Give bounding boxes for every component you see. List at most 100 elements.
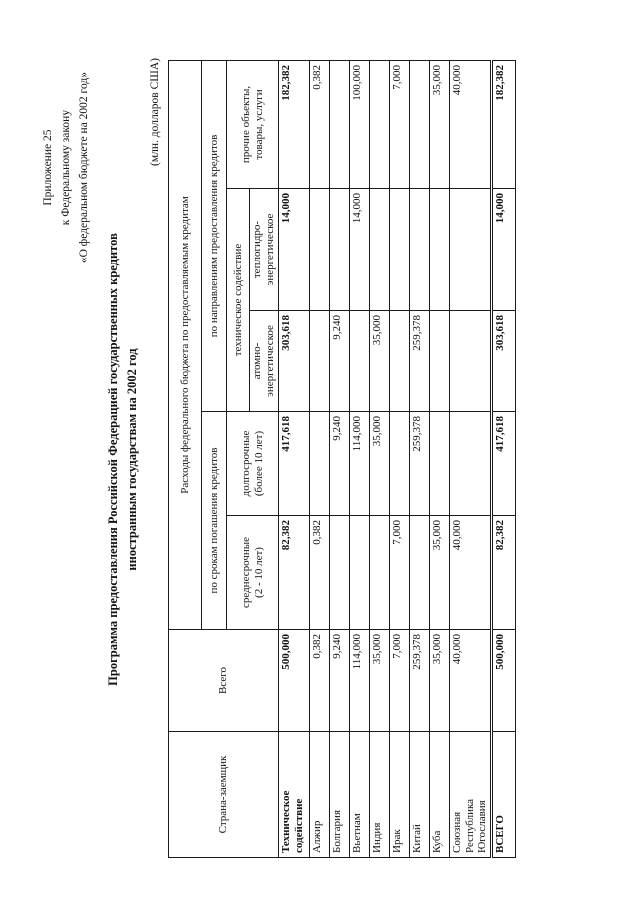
credits-table: Страна-заемщик Всего Расходы федеральног… <box>168 60 516 858</box>
row-label: Техническое содействие <box>278 731 310 858</box>
table-cell <box>389 411 410 516</box>
table-row: Болгария 9,240 9,240 9,240 <box>329 60 350 858</box>
table-row: Вьетнам 114,000 114,000 14,000 100,000 <box>349 60 370 858</box>
table-cell: 40,000 <box>449 629 492 732</box>
row-label: Ирак <box>389 731 410 858</box>
table-cell <box>429 411 450 516</box>
col-header-thermal: теплогидро- энергетическое <box>249 188 279 311</box>
table-cell: 35,000 <box>369 310 390 412</box>
table-cell <box>449 310 492 412</box>
table-cell: 259,378 <box>409 411 430 516</box>
table-cell: 14,000 <box>278 188 310 311</box>
table-row-grand-total: ВСЕГО 500,000 82,382 417,618 303,618 14,… <box>491 60 516 858</box>
table-cell <box>349 310 370 412</box>
table-row: Ирак 7,000 7,000 7,000 <box>389 60 410 858</box>
table-cell: 7,000 <box>389 629 410 732</box>
table-cell: 500,000 <box>491 629 516 732</box>
page-title-line: Программа предоставления Российской Феде… <box>106 233 120 686</box>
appendix-line: Приложение 25 <box>42 129 54 206</box>
table-cell <box>389 310 410 412</box>
table-header: Страна-заемщик Всего Расходы федеральног… <box>168 60 279 858</box>
table-cell <box>409 188 430 311</box>
table-cell: 182,382 <box>278 60 310 189</box>
table-cell <box>449 411 492 516</box>
table-cell: 35,000 <box>429 629 450 732</box>
table-cell: 35,000 <box>369 629 390 732</box>
table-cell: 100,000 <box>349 60 370 189</box>
table-cell <box>389 188 410 311</box>
page-title: Программа предоставления Российской Феде… <box>104 61 142 858</box>
table-cell: 82,382 <box>278 515 310 630</box>
row-label: Союзная Республика Югославия <box>449 731 492 858</box>
col-header-nuclear: атомно- энергетическое <box>249 310 279 412</box>
col-header-technical: техническое содействие <box>226 188 250 412</box>
table-cell: 35,000 <box>429 60 450 189</box>
table-cell: 417,618 <box>491 411 516 516</box>
row-label: Куба <box>429 731 450 858</box>
table-cell: 9,240 <box>329 411 350 516</box>
appendix-line: к Федеральному закону <box>59 109 72 226</box>
col-header-other: прочие объекты, товары, услуги <box>226 60 279 189</box>
row-label: Китай <box>409 731 430 858</box>
col-header-by-terms: по срокам погашения кредитов <box>201 411 227 630</box>
table-row: Китай 259,378 259,378 259,378 <box>409 60 430 858</box>
page-title-line: иностранным государствам на 2002 год <box>124 348 139 571</box>
col-header-by-directions: по направлениям предоставления кредитов <box>201 60 227 412</box>
row-label: Алжир <box>309 731 330 858</box>
table-cell: 35,000 <box>429 515 450 630</box>
table-cell <box>329 515 350 630</box>
table-cell <box>369 188 390 311</box>
appendix-note: Приложение 25 к Федеральному закону «О ф… <box>40 72 93 263</box>
table-cell: 0,382 <box>309 629 330 732</box>
col-header-medium-term: среднесрочные (2 - 10 лет) <box>226 515 279 630</box>
row-label: Болгария <box>329 731 350 858</box>
table-body: Техническое содействие 500,000 82,382 41… <box>278 60 516 858</box>
table-cell <box>309 310 330 412</box>
row-label: Индия <box>369 731 390 858</box>
table-cell <box>329 188 350 311</box>
table-cell <box>409 60 430 189</box>
table-cell <box>369 515 390 630</box>
table-cell <box>409 515 430 630</box>
col-header-long-term: долгосрочные (более 10 лет) <box>226 411 279 516</box>
table-cell <box>329 60 350 189</box>
appendix-line: «О федеральном бюджете на 2002 год» <box>77 72 90 264</box>
table-row: Алжир 0,382 0,382 0,382 <box>309 60 330 858</box>
table-cell: 417,618 <box>278 411 310 516</box>
table-cell: 303,618 <box>491 310 516 412</box>
table-cell: 40,000 <box>449 515 492 630</box>
units-label: (млн. долларов США) <box>149 58 161 166</box>
table-cell <box>349 515 370 630</box>
table-cell <box>309 188 330 311</box>
row-label: Вьетнам <box>349 731 370 858</box>
table-cell: 40,000 <box>449 60 492 189</box>
table-cell: 35,000 <box>369 411 390 516</box>
col-header-expenses: Расходы федерального бюджета по предоста… <box>168 60 202 630</box>
table-row: Техническое содействие 500,000 82,382 41… <box>278 60 310 858</box>
table-cell: 259,378 <box>409 310 430 412</box>
col-header-country: Страна-заемщик <box>168 731 279 858</box>
table-cell: 0,382 <box>309 60 330 189</box>
table-cell: 82,382 <box>491 515 516 630</box>
table-cell: 259,378 <box>409 629 430 732</box>
table-cell <box>309 411 330 516</box>
table-cell: 303,618 <box>278 310 310 412</box>
table-cell: 9,240 <box>329 629 350 732</box>
table-cell: 114,000 <box>349 411 370 516</box>
table-cell: 500,000 <box>278 629 310 732</box>
table-row: Союзная Республика Югославия 40,000 40,0… <box>449 60 492 858</box>
table-cell <box>449 188 492 311</box>
table-cell: 14,000 <box>349 188 370 311</box>
table-row: Куба 35,000 35,000 35,000 <box>429 60 450 858</box>
table-cell <box>429 188 450 311</box>
table-cell: 7,000 <box>389 60 410 189</box>
table-cell <box>369 60 390 189</box>
table-cell: 7,000 <box>389 515 410 630</box>
table-cell <box>429 310 450 412</box>
table-cell: 114,000 <box>349 629 370 732</box>
table-cell: 0,382 <box>309 515 330 630</box>
table-cell: 182,382 <box>491 60 516 189</box>
table-cell: 14,000 <box>491 188 516 311</box>
